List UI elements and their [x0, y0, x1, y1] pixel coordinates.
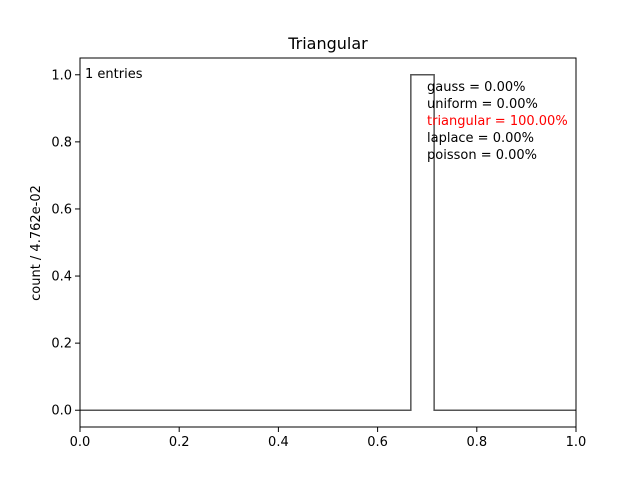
x-tick-label: 1.0	[566, 435, 587, 450]
fit-annotation: uniform = 0.00%	[427, 97, 538, 112]
fit-annotations: gauss = 0.00% uniform = 0.00% triangular =…	[427, 80, 568, 163]
x-tick-label: 0.4	[268, 435, 289, 450]
axes-frame	[79, 57, 577, 428]
fit-annotation: poisson = 0.00%	[427, 148, 537, 163]
x-tick-label: 0.0	[70, 435, 91, 450]
y-tick-label: 0.8	[51, 135, 72, 150]
x-tick-label: 0.6	[367, 435, 388, 450]
x-axis: 0.0 0.2 0.4 0.6 0.8 1.0	[70, 427, 587, 450]
x-tick-label: 0.8	[466, 435, 487, 450]
y-tick-label: 0.0	[51, 404, 72, 419]
y-tick-label: 1.0	[51, 68, 72, 83]
fit-annotation: gauss = 0.00%	[427, 80, 525, 95]
y-axis-label: count / 4.762e-02	[29, 185, 44, 301]
x-tick-label: 0.2	[169, 435, 190, 450]
chart-title: Triangular	[287, 34, 368, 53]
fit-annotation: triangular = 100.00%	[427, 114, 568, 129]
y-axis: 0.0 0.2 0.4 0.6 0.8 1.0	[51, 68, 80, 419]
fit-annotation: laplace = 0.00%	[427, 131, 534, 146]
entries-label: 1 entries	[85, 67, 143, 82]
y-tick-label: 0.4	[51, 270, 72, 285]
y-tick-label: 0.6	[51, 202, 72, 217]
y-tick-label: 0.2	[51, 337, 72, 352]
histogram-step-line	[80, 74, 576, 411]
